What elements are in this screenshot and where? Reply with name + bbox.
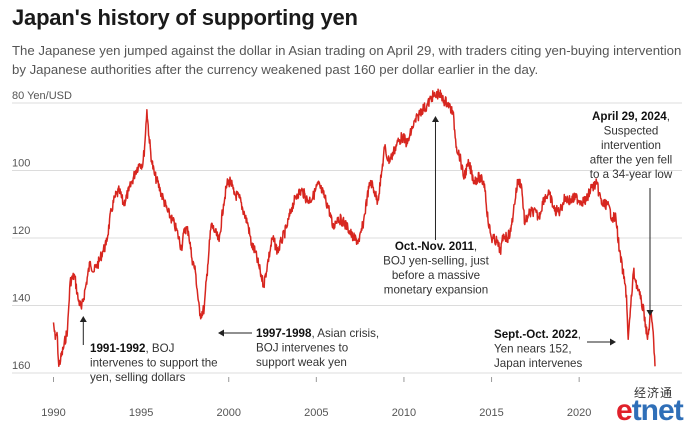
y-tick-label-120: 120 <box>12 225 30 237</box>
annotation-2: 1997-1998, Asian crisis, BOJ intervenes t… <box>256 327 379 369</box>
annotation-line: BOJ intervenes to <box>256 342 348 355</box>
chart-subtitle: The Japanese yen jumped against the doll… <box>12 43 682 77</box>
annotations-layer: 1991-1992, BOJ intervenes to support the y… <box>79 110 673 384</box>
annotation-text: Sept.-Oct. 2022, Yen nears 152, Japan inte… <box>494 328 583 370</box>
y-tick-label-160: 160 <box>12 360 30 372</box>
annotation-line: Japan intervenes <box>494 357 583 370</box>
annotation-line: intervenes to support the <box>90 357 218 370</box>
annotation-line: after the yen fell <box>590 154 673 167</box>
etnet-logo: etnet <box>616 394 684 428</box>
x-tick-label-2010: 2010 <box>392 407 416 419</box>
annotation-line: support weak yen <box>256 356 347 369</box>
annotation-line: to a 34-year low <box>590 168 673 181</box>
annotation-4: Sept.-Oct. 2022, Yen nears 152, Japan inte… <box>494 328 583 370</box>
arrow-head <box>79 316 87 322</box>
annotation-text: Oct.-Nov. 2011, BOJ yen-selling, just befo… <box>383 240 489 297</box>
annotation-line: Suspected <box>604 125 659 138</box>
annotation-line: 1991-1992, BOJ <box>90 342 174 355</box>
y-tick-label-80: 80 Yen/USD <box>12 90 72 102</box>
annotation-text: 1991-1992, BOJ intervenes to support the y… <box>90 342 218 384</box>
etnet-logo-rest: tnet <box>631 394 684 427</box>
annotation-5: April 29, 2024, Suspected intervention afte… <box>590 110 673 181</box>
annotation-line: BOJ yen-selling, just <box>383 255 489 268</box>
annotation-line: monetary expansion <box>384 284 488 297</box>
series-layer <box>52 88 656 368</box>
annotation-text: April 29, 2024, Suspected intervention afte… <box>590 110 673 181</box>
etnet-logo-e: e <box>616 394 633 427</box>
annotation-line: Oct.-Nov. 2011, <box>395 240 477 253</box>
y-tick-label-100: 100 <box>12 158 30 170</box>
x-tick-label-2000: 2000 <box>216 407 240 419</box>
etnet-logo-chinese: 经济通 <box>634 386 674 400</box>
x-tick-label-1990: 1990 <box>41 407 65 419</box>
annotation-line: Yen nears 152, <box>494 343 572 356</box>
x-tick-label-2015: 2015 <box>479 407 503 419</box>
annotation-line: Sept.-Oct. 2022, <box>494 328 581 341</box>
annotation-line: yen, selling dollars <box>90 371 186 384</box>
x-axis-tick-labels: 1990 1995 2000 2005 2010 2015 2020 <box>41 377 591 419</box>
x-tick-label-1995: 1995 <box>129 407 153 419</box>
arrow-head <box>431 116 439 122</box>
x-tick-label-2005: 2005 <box>304 407 328 419</box>
annotation-1: 1991-1992, BOJ intervenes to support the y… <box>90 342 218 384</box>
annotation-bold: Sept.-Oct. 2022 <box>494 328 578 341</box>
annotation-text: 1997-1998, Asian crisis, BOJ intervenes t… <box>256 327 379 369</box>
annotation-line: April 29, 2024, <box>592 110 670 123</box>
annotation-bold: Oct.-Nov. 2011 <box>395 240 475 253</box>
annotation-line: intervention <box>601 139 661 152</box>
arrow-head <box>218 329 224 337</box>
annotation-line: 1997-1998, Asian crisis, <box>256 327 379 340</box>
annotation-bold: April 29, 2024 <box>592 110 667 123</box>
annotation-bold: 1991-1992 <box>90 342 145 355</box>
arrow-head <box>646 310 654 316</box>
y-axis-tick-labels: 80 Yen/USD 100 120 140 160 <box>12 90 72 372</box>
annotation-bold: 1997-1998 <box>256 327 312 340</box>
chart-title: Japan's history of supporting yen <box>12 5 358 30</box>
arrow-head <box>610 338 616 346</box>
annotation-3: Oct.-Nov. 2011, BOJ yen-selling, just befo… <box>383 240 489 297</box>
y-tick-label-140: 140 <box>12 293 30 305</box>
yen-series-line <box>52 88 656 368</box>
annotation-line: before a massive <box>392 269 480 282</box>
x-tick-label-2020: 2020 <box>567 407 591 419</box>
gridlines <box>12 102 682 374</box>
